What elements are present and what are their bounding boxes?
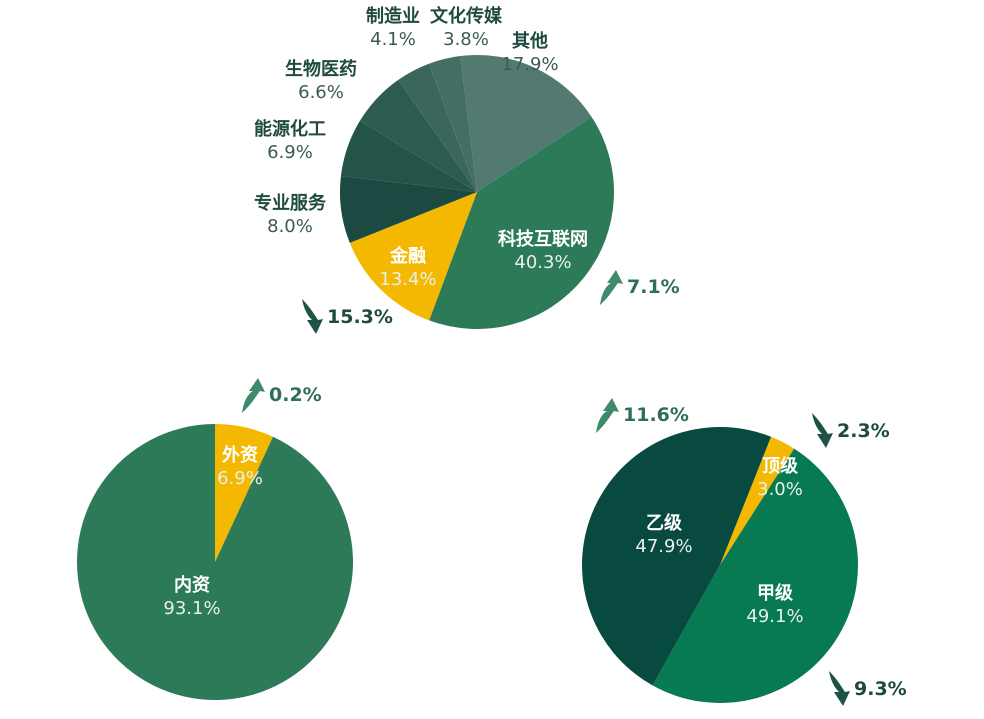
slice-value: 49.1% [746,606,804,627]
slice-label: 制造业 4.1% [366,5,420,51]
arrow-up-icon [242,378,265,413]
slice-label: 其他 17.9% [501,30,558,76]
pie-slice [581,426,772,686]
pie-slice [349,192,477,321]
change-value: 15.3% [327,306,393,328]
slice-name: 制造业 [366,6,420,27]
change-annotation: 2.3% [808,412,890,450]
change-annotation: 11.6% [594,396,689,434]
slice-name: 专业服务 [254,193,326,214]
change-value: 0.2% [269,384,322,406]
pie-slice [215,424,273,562]
slice-name: 内资 [174,575,210,596]
slice-value: 17.9% [501,54,559,75]
slice-value: 40.3% [514,252,572,273]
slice-label: 生物医药 6.6% [285,58,357,104]
slice-name: 甲级 [757,583,793,604]
slice-name: 科技互联网 [498,229,588,250]
slice-label: 科技互联网 40.3% [498,228,588,274]
pie-3 [581,426,859,704]
pie-slice [76,423,353,700]
slice-name: 乙级 [646,513,682,534]
slice-label: 甲级 49.1% [746,582,803,628]
slice-label: 金融 13.4% [379,245,436,291]
pie-slice [460,54,592,192]
pie-1 [340,54,614,330]
pie-slice [359,79,477,192]
pie-slice [340,175,477,243]
change-annotation: 9.3% [825,670,907,708]
slice-name: 外资 [221,445,258,466]
pie-slice [652,448,859,704]
slice-name: 能源化工 [254,119,326,140]
change-value: 11.6% [623,404,689,426]
slice-name: 金融 [390,246,426,267]
pie-2 [76,423,353,700]
pie-slice [428,56,477,192]
change-annotation: 15.3% [298,298,393,336]
pie-slice [720,436,795,565]
change-annotation: 7.1% [598,268,680,306]
slice-value: 6.9% [217,468,263,489]
slice-value: 6.9% [267,142,313,163]
slice-name: 生物医药 [285,59,357,80]
slice-name: 文化传媒 [430,6,502,27]
arrow-up-icon [600,270,623,305]
pie-slice [429,116,614,330]
slice-value: 8.0% [267,216,313,237]
slice-value: 3.8% [443,29,489,50]
slice-label: 专业服务 8.0% [254,192,326,238]
arrow-down-icon [812,413,833,448]
slice-value: 93.1% [163,598,221,619]
pie-slice [398,63,477,192]
slice-name: 其他 [512,31,548,52]
slice-value: 6.6% [298,82,344,103]
slice-value: 3.0% [757,479,803,500]
change-annotation: 0.2% [240,376,322,414]
slice-value: 47.9% [635,536,693,557]
slice-label: 乙级 47.9% [635,512,692,558]
slice-value: 13.4% [379,269,437,290]
slice-name: 顶级 [761,456,798,477]
arrow-down-icon [302,299,323,334]
pie-slice [340,120,477,192]
slice-label: 外资 6.9% [217,444,263,490]
change-value: 2.3% [837,420,890,442]
slice-label: 文化传媒 3.8% [430,5,502,51]
change-value: 7.1% [627,276,680,298]
slice-label: 顶级 3.0% [757,455,803,501]
slice-label: 能源化工 6.9% [254,118,326,164]
change-value: 9.3% [854,678,907,700]
arrow-up-icon [596,398,619,433]
arrow-down-icon [829,671,850,706]
slice-label: 内资 93.1% [163,574,220,620]
slice-value: 4.1% [370,29,416,50]
